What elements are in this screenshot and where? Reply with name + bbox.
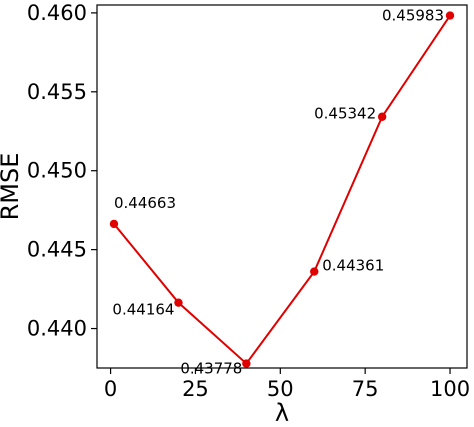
plot-frame (96, 4, 468, 369)
data-point (109, 219, 119, 229)
y-axis-ticks: 0.440 0.445 0.450 0.455 0.460 (27, 1, 97, 341)
data-label: 0.44663 (114, 194, 176, 212)
series-rmse (109, 11, 455, 368)
x-tick-label: 25 (182, 377, 209, 401)
data-label: 0.43778 (180, 360, 242, 378)
x-axis-label: λ (275, 399, 289, 427)
data-point (310, 267, 319, 276)
data-point (377, 112, 387, 121)
y-tick-label: 0.445 (27, 238, 87, 262)
data-label: 0.45342 (314, 105, 376, 123)
y-tick-label: 0.450 (27, 159, 87, 183)
y-tick-label: 0.455 (27, 80, 87, 104)
axes-frame (96, 4, 468, 369)
x-tick-label: 0 (104, 377, 117, 401)
x-tick-label: 50 (267, 377, 294, 401)
x-tick-label: 75 (352, 377, 379, 401)
data-point (445, 11, 455, 20)
data-point (242, 359, 251, 368)
y-tick-label: 0.440 (27, 317, 87, 341)
data-point (174, 298, 183, 307)
data-label: 0.44164 (112, 301, 174, 319)
series-line (113, 15, 451, 366)
y-tick-label: 0.460 (27, 1, 87, 25)
x-axis-ticks: 0 25 50 75 100 (104, 368, 470, 401)
y-axis-label: RMSE (0, 153, 24, 221)
data-label: 0.44361 (322, 257, 384, 275)
x-tick-label: 100 (430, 377, 470, 401)
data-labels: 0.44663 0.44164 0.43778 0.44361 0.45342 0.459… (112, 7, 444, 378)
data-label: 0.45983 (382, 7, 444, 25)
